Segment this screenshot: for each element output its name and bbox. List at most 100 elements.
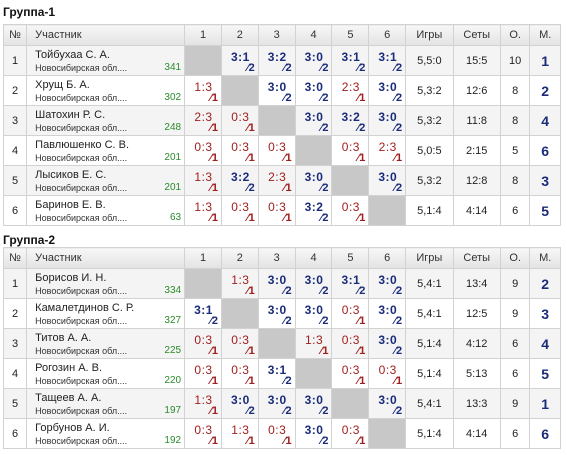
row-number: 6: [2, 418, 28, 449]
participant-name[interactable]: Шатохин Р. С.: [35, 108, 106, 121]
participant-name[interactable]: Хрущ Б. А.: [35, 78, 90, 91]
match-result-cell[interactable]: 3:2 ⁄2: [220, 165, 259, 196]
participant-name[interactable]: Баринов Е. В.: [35, 198, 106, 211]
match-result-cell[interactable]: 1:3 ⁄1: [184, 165, 222, 196]
match-score: 3:2: [230, 170, 250, 184]
games-cell: 5,3:2: [405, 165, 454, 196]
match-result-cell[interactable]: 3:0 ⁄2: [368, 75, 407, 106]
match-result-cell[interactable]: 3:0 ⁄2: [294, 418, 333, 449]
row-number: 1: [2, 268, 28, 299]
match-points: ⁄2: [246, 182, 255, 194]
match-result-cell[interactable]: 3:0 ⁄2: [257, 388, 296, 419]
match-result-cell[interactable]: 0:3 ⁄1: [331, 358, 370, 389]
match-result-cell[interactable]: 3:2 ⁄2: [294, 195, 333, 226]
participant-name[interactable]: Рогозин А. В.: [35, 361, 103, 374]
participant-name[interactable]: Павлюшенко С. В.: [35, 138, 130, 151]
participant-name[interactable]: Титов А. А.: [35, 331, 92, 344]
match-result-cell[interactable]: 0:3 ⁄1: [331, 195, 370, 226]
participant-rating: 63: [169, 212, 182, 223]
match-score: 0:3: [268, 423, 287, 437]
match-result-cell[interactable]: 3:1 ⁄2: [368, 45, 407, 76]
match-result-cell[interactable]: 0:3 ⁄1: [184, 418, 222, 449]
match-points: ⁄1: [246, 345, 255, 357]
match-result-cell[interactable]: 0:3 ⁄1: [184, 358, 222, 389]
participant-name[interactable]: Камалетдинов С. Р.: [35, 301, 135, 314]
match-score: 3:0: [304, 423, 324, 437]
match-result-cell[interactable]: 0:3 ⁄1: [331, 328, 370, 359]
match-result-cell[interactable]: 2:3 ⁄1: [368, 135, 407, 166]
match-result-cell[interactable]: 0:3 ⁄1: [368, 358, 407, 389]
match-result-cell[interactable]: 0:3 ⁄1: [331, 135, 370, 166]
match-result-cell[interactable]: 3:0 ⁄2: [257, 268, 296, 299]
match-result-cell[interactable]: 1:3 ⁄1: [220, 418, 259, 449]
participant-name[interactable]: Борисов И. Н.: [35, 271, 107, 284]
match-points: ⁄1: [209, 405, 218, 417]
match-result-cell[interactable]: 1:3 ⁄1: [294, 328, 333, 359]
match-result-cell[interactable]: 3:0 ⁄2: [294, 388, 333, 419]
match-points: ⁄2: [394, 345, 403, 357]
match-result-cell[interactable]: 3:0 ⁄2: [294, 165, 333, 196]
match-result-cell[interactable]: 3:0 ⁄2: [294, 105, 333, 136]
diagonal-cell: [184, 268, 222, 299]
match-result-cell[interactable]: 3:0 ⁄2: [368, 388, 407, 419]
match-result-cell[interactable]: 0:3 ⁄1: [331, 298, 370, 329]
match-result-cell[interactable]: 3:0 ⁄2: [368, 298, 407, 329]
match-result-cell[interactable]: 3:0 ⁄2: [257, 75, 296, 106]
match-score: 1:3: [194, 200, 213, 214]
match-result-cell[interactable]: 0:3 ⁄1: [257, 195, 296, 226]
match-result-cell[interactable]: 3:0 ⁄2: [220, 388, 259, 419]
participant-name[interactable]: Горбунов А. И.: [35, 421, 110, 434]
match-points: ⁄2: [246, 62, 255, 74]
match-result-cell[interactable]: 1:3 ⁄1: [184, 388, 222, 419]
place-cell: 4: [529, 105, 561, 136]
match-result-cell[interactable]: 3:0 ⁄2: [368, 165, 407, 196]
match-result-cell[interactable]: 0:3 ⁄1: [220, 328, 259, 359]
participant-cell: Рогозин А. В. Новосибирская обл.... 220: [26, 358, 186, 389]
participant-rating: 225: [164, 345, 182, 356]
participant-name[interactable]: Лысиков Е. С.: [35, 168, 107, 181]
match-result-cell[interactable]: 3:1 ⁄2: [331, 45, 370, 76]
participant-cell: Горбунов А. И. Новосибирская обл.... 192: [26, 418, 186, 449]
match-result-cell[interactable]: 3:0 ⁄2: [294, 45, 333, 76]
games-cell: 5,4:1: [405, 268, 454, 299]
match-result-cell[interactable]: 3:0 ⁄2: [294, 298, 333, 329]
match-result-cell[interactable]: 2:3 ⁄1: [331, 75, 370, 106]
match-result-cell[interactable]: 0:3 ⁄1: [184, 328, 222, 359]
match-result-cell[interactable]: 0:3 ⁄1: [220, 105, 259, 136]
match-result-cell[interactable]: 3:1 ⁄2: [184, 298, 222, 329]
sets-cell: 13:3: [452, 388, 501, 419]
match-points-value: 2: [322, 405, 329, 417]
match-result-cell[interactable]: 0:3 ⁄1: [257, 135, 296, 166]
match-result-cell[interactable]: 3:1 ⁄2: [331, 268, 370, 299]
match-result-cell[interactable]: 0:3 ⁄1: [257, 418, 296, 449]
match-result-cell[interactable]: 3:0 ⁄2: [294, 75, 333, 106]
match-result-cell[interactable]: 1:3 ⁄1: [184, 75, 222, 106]
match-result-cell[interactable]: 3:2 ⁄2: [257, 45, 296, 76]
match-result-cell[interactable]: 3:0 ⁄2: [257, 298, 296, 329]
match-points-value: 1: [396, 375, 403, 387]
match-result-cell[interactable]: 0:3 ⁄1: [220, 135, 259, 166]
match-result-cell[interactable]: 2:3 ⁄1: [257, 165, 296, 196]
row-number: 5: [2, 165, 28, 196]
participant-name[interactable]: Тащеев А. А.: [35, 391, 102, 404]
match-result-cell[interactable]: 0:3 ⁄1: [331, 418, 370, 449]
match-result-cell[interactable]: 3:1 ⁄2: [220, 45, 259, 76]
match-result-cell[interactable]: 3:0 ⁄2: [368, 105, 407, 136]
match-result-cell[interactable]: 0:3 ⁄1: [184, 135, 222, 166]
match-result-cell[interactable]: 3:0 ⁄2: [368, 328, 407, 359]
match-points: ⁄2: [209, 315, 218, 327]
match-result-cell[interactable]: 3:0 ⁄2: [368, 268, 407, 299]
match-points: ⁄2: [320, 315, 329, 327]
participant-name[interactable]: Тойбухаа С. А.: [35, 48, 110, 61]
match-result-cell[interactable]: 0:3 ⁄1: [220, 195, 259, 226]
match-result-cell[interactable]: 1:3 ⁄1: [220, 268, 259, 299]
match-result-cell[interactable]: 3:0 ⁄2: [294, 268, 333, 299]
match-result-cell[interactable]: 1:3 ⁄1: [184, 195, 222, 226]
match-points: ⁄1: [320, 345, 329, 357]
match-result-cell[interactable]: 0:3 ⁄1: [220, 358, 259, 389]
header-opponent-4: 4: [294, 24, 333, 46]
place-cell: 2: [529, 75, 561, 106]
match-result-cell[interactable]: 3:1 ⁄2: [257, 358, 296, 389]
match-result-cell[interactable]: 2:3 ⁄1: [184, 105, 222, 136]
match-result-cell[interactable]: 3:2 ⁄2: [331, 105, 370, 136]
